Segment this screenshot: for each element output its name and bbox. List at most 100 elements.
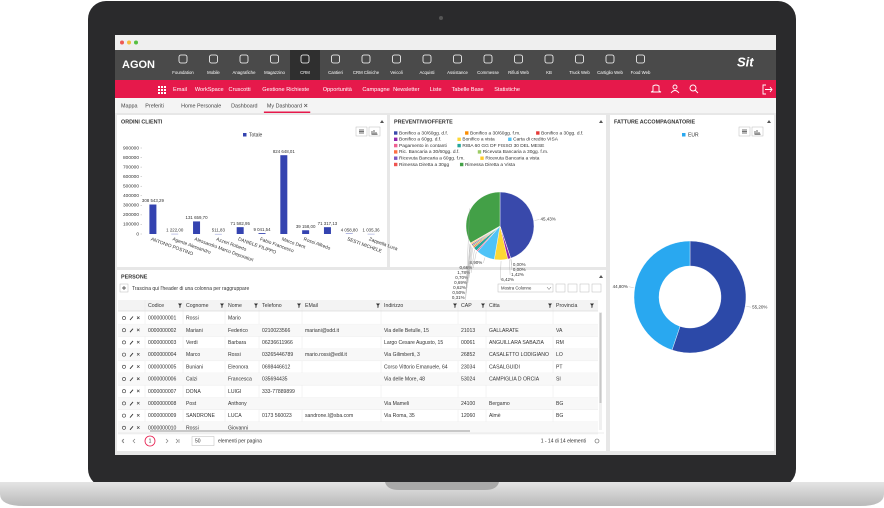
column-header[interactable]: Telefono xyxy=(262,303,282,309)
page-size-label[interactable]: 50 xyxy=(195,439,201,445)
grid-menu-icon[interactable] xyxy=(158,86,166,94)
user-icon[interactable] xyxy=(672,84,678,90)
nav-item[interactable]: WorkSpace xyxy=(195,87,224,93)
nav-item[interactable]: Gestione Richieste xyxy=(262,87,309,93)
toolbar-button[interactable] xyxy=(579,283,590,293)
module-icon[interactable] xyxy=(453,54,462,64)
nav-item[interactable]: Liste xyxy=(430,87,442,93)
row-edit-icon[interactable] xyxy=(129,389,134,394)
module-icon[interactable] xyxy=(514,54,523,64)
row-delete-icon[interactable] xyxy=(136,365,140,369)
row-edit-icon[interactable] xyxy=(129,426,134,431)
nav-item[interactable]: Opportunità xyxy=(323,87,353,93)
module-label[interactable]: Foundation xyxy=(172,70,194,75)
column-header[interactable]: Nome xyxy=(228,303,242,309)
window-minimize[interactable] xyxy=(127,40,131,45)
collapse-caret[interactable] xyxy=(380,120,384,123)
module-label[interactable]: Mobile xyxy=(207,70,220,75)
filter-icon[interactable] xyxy=(254,303,258,309)
row-delete-icon[interactable] xyxy=(136,413,140,417)
page-size-select[interactable] xyxy=(191,436,215,446)
row-view-icon[interactable] xyxy=(122,401,126,406)
current-page-label[interactable]: 1 xyxy=(149,439,152,445)
pager-nav[interactable] xyxy=(121,438,180,444)
collapse-caret[interactable] xyxy=(599,120,603,123)
row-edit-icon[interactable] xyxy=(129,377,134,382)
column-header[interactable]: Indirizzo xyxy=(384,303,403,309)
module-label[interactable]: Assistance xyxy=(447,70,468,75)
module-icon[interactable] xyxy=(392,54,401,64)
column-header[interactable]: EMail xyxy=(305,303,318,309)
row-view-icon[interactable] xyxy=(122,377,126,381)
filter-icon[interactable] xyxy=(453,303,457,309)
row-delete-icon[interactable] xyxy=(136,426,140,430)
module-icon[interactable] xyxy=(178,54,188,64)
row-delete-icon[interactable] xyxy=(136,316,140,320)
column-header[interactable]: Provincia xyxy=(556,303,577,309)
module-icon[interactable] xyxy=(209,54,218,64)
row-view-icon[interactable] xyxy=(122,340,126,345)
nav-item[interactable]: Statistiche xyxy=(494,87,520,93)
row-edit-icon[interactable] xyxy=(129,340,134,345)
columns-select[interactable] xyxy=(497,283,554,293)
filter-icon[interactable] xyxy=(548,303,552,309)
toolbar-button[interactable] xyxy=(567,283,578,293)
row-delete-icon[interactable] xyxy=(136,340,140,344)
toolbar-button[interactable] xyxy=(591,283,602,293)
module-label[interactable]: Magazzino xyxy=(264,70,285,75)
column-header[interactable]: Citta xyxy=(489,303,500,309)
search-icon[interactable] xyxy=(689,84,697,92)
window-maximize[interactable] xyxy=(134,40,138,45)
row-delete-icon[interactable] xyxy=(136,328,140,332)
current-page[interactable] xyxy=(144,435,156,447)
row-view-icon[interactable] xyxy=(122,328,126,333)
row-view-icon[interactable] xyxy=(122,425,126,430)
nav-item[interactable]: Tabelle Base xyxy=(452,87,484,93)
tab[interactable]: Dashboard xyxy=(231,103,257,109)
module-label[interactable]: Food Web xyxy=(631,70,651,75)
filter-icon[interactable] xyxy=(481,303,485,309)
tab[interactable]: Preferiti xyxy=(145,103,164,109)
row-delete-icon[interactable] xyxy=(136,389,140,393)
module-label[interactable]: Truck Web xyxy=(569,70,590,75)
collapse-caret[interactable] xyxy=(767,120,771,123)
column-header[interactable]: Codice xyxy=(148,303,164,309)
module-label[interactable]: Cantieri xyxy=(328,70,343,75)
row-delete-icon[interactable] xyxy=(136,401,140,405)
row-edit-icon[interactable] xyxy=(129,328,134,333)
filter-icon[interactable] xyxy=(220,303,224,309)
row-view-icon[interactable] xyxy=(122,389,126,394)
chart-button[interactable] xyxy=(368,126,381,137)
module-label[interactable]: Cartiglio Web xyxy=(597,70,623,75)
module-icon[interactable] xyxy=(483,54,493,64)
module-label[interactable]: Veicoli xyxy=(390,70,402,75)
toolbar-button[interactable] xyxy=(555,283,566,293)
chart-button[interactable] xyxy=(751,126,764,137)
module-label[interactable]: KB xyxy=(546,70,552,75)
row-view-icon[interactable] xyxy=(122,352,126,357)
row-edit-icon[interactable] xyxy=(129,352,134,357)
module-icon[interactable] xyxy=(270,54,279,64)
module-icon[interactable] xyxy=(636,54,645,64)
column-header[interactable]: CAP xyxy=(461,303,472,309)
columns-select-label[interactable]: Mostra Colonne xyxy=(501,286,532,291)
filter-icon[interactable] xyxy=(376,303,380,309)
column-header[interactable]: Cognome xyxy=(186,303,209,309)
nav-item[interactable]: Email xyxy=(173,87,187,93)
row-delete-icon[interactable] xyxy=(136,352,140,356)
module-icon[interactable] xyxy=(300,54,310,64)
logout-icon[interactable] xyxy=(762,84,773,95)
row-edit-icon[interactable] xyxy=(129,401,134,406)
window-close[interactable] xyxy=(120,40,124,45)
row-view-icon[interactable] xyxy=(122,316,126,320)
filter-icon[interactable] xyxy=(178,303,182,309)
v-scroll-thumb[interactable] xyxy=(599,313,602,403)
module-label[interactable]: Acquisti xyxy=(419,70,434,75)
filter-icon[interactable] xyxy=(590,303,594,309)
nav-item[interactable]: Cruscotti xyxy=(229,87,251,93)
notifications-icon[interactable] xyxy=(650,84,662,93)
row-view-icon[interactable] xyxy=(122,413,126,418)
module-label[interactable]: CRM Cliniche xyxy=(353,70,380,75)
module-label[interactable]: Commesse xyxy=(477,70,499,75)
row-edit-icon[interactable] xyxy=(129,365,134,370)
